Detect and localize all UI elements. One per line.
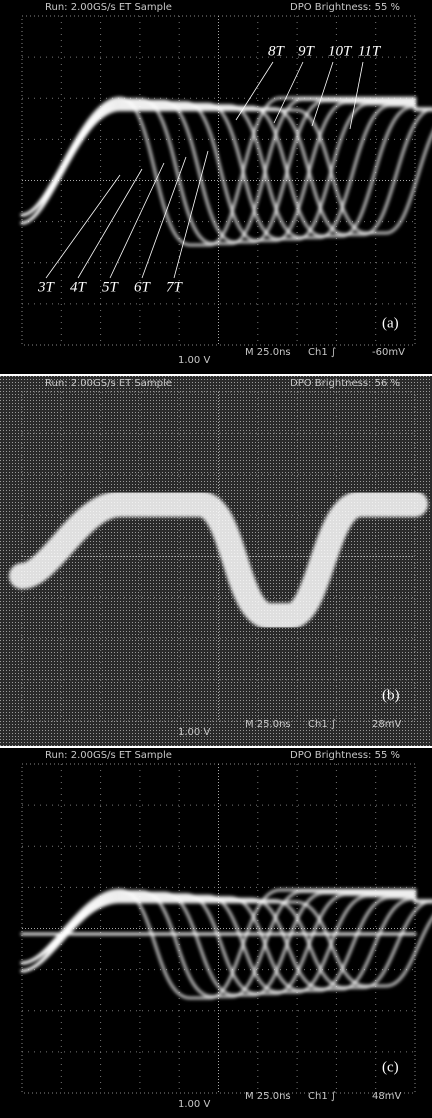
annotation: 10T [328, 43, 353, 59]
panel-label: (b) [382, 687, 400, 703]
footer-trigger: 48mV [372, 1091, 401, 1102]
annotation: 9T [298, 43, 316, 59]
footer-time: M 25.0ns [245, 719, 291, 730]
annotation: 5T [102, 279, 120, 295]
annotation: 3T [37, 279, 56, 295]
footer-time: M 25.0ns [245, 347, 291, 358]
scope-panel: Run: 2.00GS/s ET Sample DPO Brightness: 5… [0, 748, 432, 1118]
footer-scale: 1.00 V [178, 1099, 210, 1110]
figure: Run: 2.00GS/s ET Sample DPO Brightness: 5… [0, 0, 432, 1118]
scope-panel: Run: 2.00GS/s ET Sample DPO Brightness: 5… [0, 376, 432, 746]
footer-trigger: -60mV [372, 347, 405, 358]
header-right: DPO Brightness: 55 % [290, 2, 400, 13]
annotation: 4T [70, 279, 88, 295]
header-left: Run: 2.00GS/s ET Sample [45, 2, 172, 13]
header-right: DPO Brightness: 55 % [290, 750, 400, 761]
footer-trigger: 28mV [372, 719, 401, 730]
footer-time: M 25.0ns [245, 1091, 291, 1102]
footer-scale: 1.00 V [178, 355, 210, 366]
annotation: 11T [358, 43, 382, 59]
footer-scale: 1.00 V [178, 727, 210, 738]
footer-channel: Ch1 ∫ [308, 1091, 336, 1102]
footer-channel: Ch1 ∫ [308, 347, 336, 358]
scope-panel: Run: 2.00GS/s ET Sample DPO Brightness: 5… [0, 0, 432, 374]
panel-label: (a) [382, 315, 399, 331]
footer-channel: Ch1 ∫ [308, 719, 336, 730]
panel-label: (c) [382, 1059, 399, 1075]
header-left: Run: 2.00GS/s ET Sample [45, 750, 172, 761]
header-left: Run: 2.00GS/s ET Sample [45, 378, 172, 389]
annotation: 6T [134, 279, 152, 295]
header-right: DPO Brightness: 56 % [290, 378, 400, 389]
annotation: 7T [166, 279, 184, 295]
annotation: 8T [268, 43, 286, 59]
